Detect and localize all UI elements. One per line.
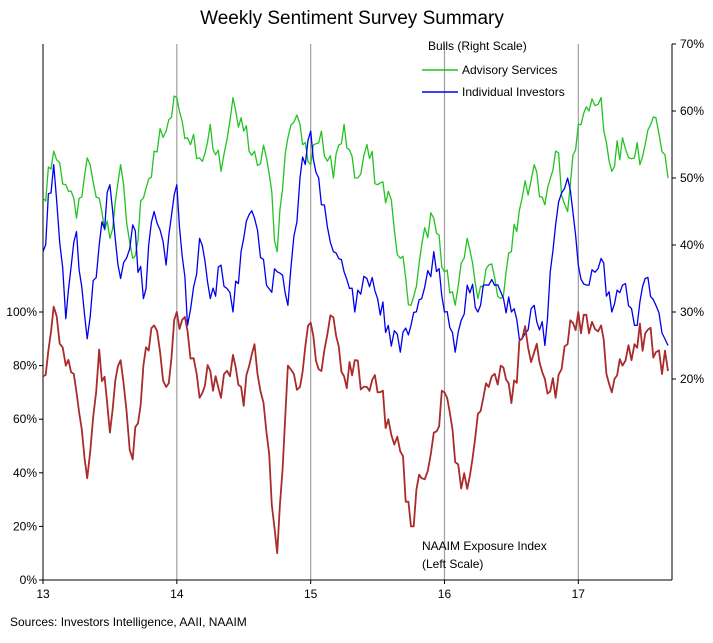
series-line-naaim-exposure-index [42, 305, 669, 555]
right-tick-label-0: 20% [680, 372, 704, 386]
right-tick-label-1: 30% [680, 305, 704, 319]
legend-label-advisory: Advisory Services [462, 63, 557, 77]
left-tick-label-0: 0% [20, 573, 38, 587]
left-axis-ticks: 0% 20% 40% 60% 80% 100% [6, 305, 43, 587]
right-tick-label-5: 70% [680, 37, 704, 51]
legend-label-individual: Individual Investors [462, 85, 565, 99]
legend: Bulls (Right Scale) Advisory Services In… [422, 39, 565, 99]
annotation-line-2: (Left Scale) [422, 557, 483, 571]
x-tick-label-0: 13 [36, 587, 50, 601]
legend-heading: Bulls (Right Scale) [428, 39, 527, 53]
x-tick-label-1: 14 [170, 587, 184, 601]
right-tick-label-4: 60% [680, 104, 704, 118]
chart-title: Weekly Sentiment Survey Summary [200, 8, 504, 29]
vertical-gridlines [176, 44, 579, 580]
left-tick-label-5: 100% [6, 305, 37, 319]
x-axis-ticks: 13 14 15 16 17 [36, 580, 585, 601]
right-tick-label-2: 40% [680, 238, 704, 252]
annotation-line-1: NAAIM Exposure Index [422, 539, 547, 553]
right-axis-ticks: 20% 30% 40% 50% 60% 70% [672, 37, 704, 386]
left-tick-label-4: 80% [13, 359, 37, 373]
x-tick-label-3: 16 [438, 587, 452, 601]
series-line-individual-investors [42, 130, 669, 353]
naaim-annotation: NAAIM Exposure Index (Left Scale) [422, 539, 547, 571]
series-line-advisory-services [42, 95, 669, 306]
right-tick-label-3: 50% [680, 171, 704, 185]
left-tick-label-2: 40% [13, 466, 37, 480]
series-lines [42, 95, 669, 555]
x-tick-label-4: 17 [572, 587, 586, 601]
left-tick-label-3: 60% [13, 412, 37, 426]
x-tick-label-2: 15 [304, 587, 318, 601]
sources-note: Sources: Investors Intelligence, AAII, N… [10, 615, 247, 629]
left-tick-label-1: 20% [13, 519, 37, 533]
